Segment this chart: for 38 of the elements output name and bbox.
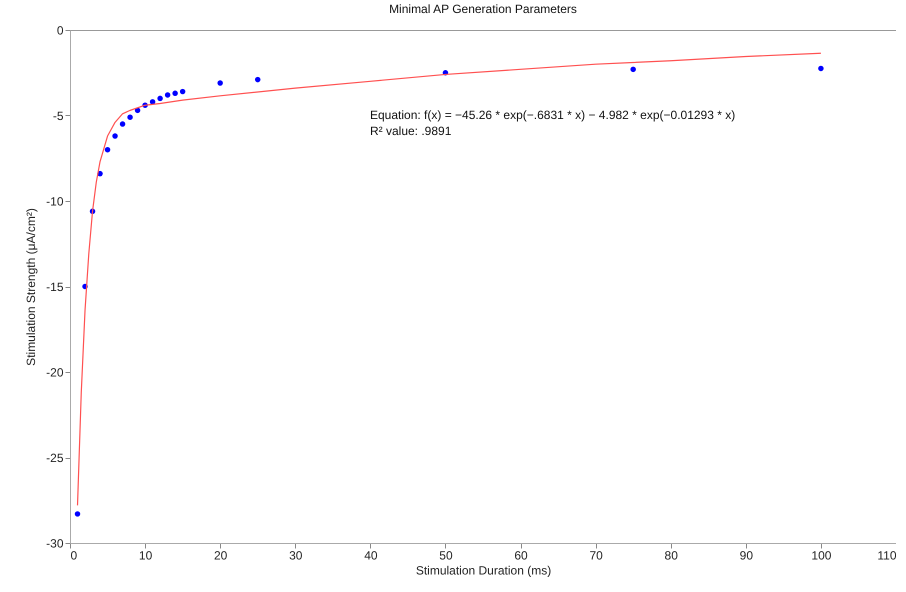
- line-series: [76, 52, 822, 506]
- annotation: Equation: f(x) = −45.26 * exp(−.6831 * x) − 4.982 * exp(−0.01293 * x): [370, 108, 736, 122]
- x-tick-label: 20: [214, 548, 228, 562]
- point: [104, 146, 110, 152]
- x-tick-label: 80: [664, 548, 678, 562]
- point: [120, 121, 126, 127]
- x-tick-label: 90: [740, 548, 754, 562]
- point: [112, 133, 118, 139]
- y-tick-label: 0: [56, 24, 64, 38]
- x-tick-label: 50: [439, 548, 453, 562]
- y-tick-label: -5: [52, 109, 64, 123]
- point: [164, 92, 170, 98]
- point: [127, 114, 133, 120]
- y-tick-label: -30: [46, 536, 64, 550]
- x-tick-label: 110: [877, 548, 897, 562]
- x-tick-label: 10: [138, 548, 153, 562]
- x-axis-title: Stimulation Duration (ms): [416, 564, 552, 578]
- point: [254, 76, 260, 82]
- x-tick-label: 30: [289, 548, 303, 562]
- point: [74, 511, 80, 517]
- chart-title: Minimal AP Generation Parameters: [389, 2, 577, 16]
- annotation: R² value: .9891: [370, 124, 452, 138]
- x-tick-label: 40: [364, 548, 378, 562]
- point: [180, 88, 186, 94]
- x-tick-label: 70: [589, 548, 604, 562]
- point: [172, 90, 178, 96]
- x-tick-label: 100: [811, 548, 832, 562]
- y-tick-label: -10: [46, 194, 64, 208]
- point: [630, 66, 636, 72]
- y-tick-label: -15: [46, 280, 64, 294]
- point: [157, 96, 163, 102]
- y-tick-label: -20: [46, 366, 64, 380]
- point: [818, 66, 824, 72]
- y-tick-label: -25: [46, 451, 64, 465]
- x-tick-label: 0: [70, 548, 78, 562]
- x-tick-label: 60: [514, 548, 528, 562]
- point: [217, 80, 223, 86]
- y-axis-title: Stimulation Strength (μA/cm²): [24, 208, 38, 366]
